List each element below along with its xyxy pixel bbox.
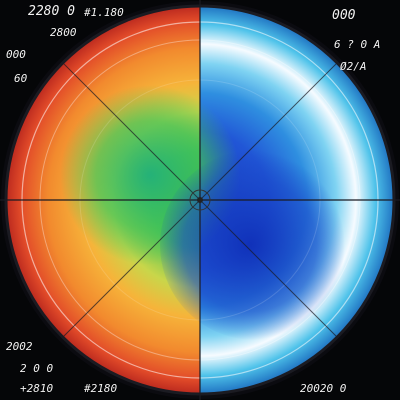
blue-core	[160, 150, 350, 340]
label-bottom-left-2: 2 0 0	[20, 362, 54, 375]
label-bottom-left-3: +2810	[20, 382, 54, 395]
label-bottom-right: 20020 0	[300, 382, 347, 395]
label-top-left-1: 2280 0	[28, 4, 75, 19]
label-bottom-center: #2180	[84, 382, 118, 395]
center-mark	[189, 189, 211, 211]
label-bottom-left-1: 2002	[6, 340, 33, 353]
label-top-left-2: 2800	[50, 26, 77, 39]
label-top-right-1: 000	[332, 8, 356, 23]
label-top-left-4: 60	[14, 72, 28, 85]
label-top-center: #1.180	[84, 6, 124, 19]
label-top-right-2: 6 ? 0 A	[334, 38, 381, 51]
label-top-right-3: Ø2/A	[340, 60, 367, 73]
label-top-left-3: 000	[6, 48, 26, 61]
center-dot	[197, 197, 203, 203]
